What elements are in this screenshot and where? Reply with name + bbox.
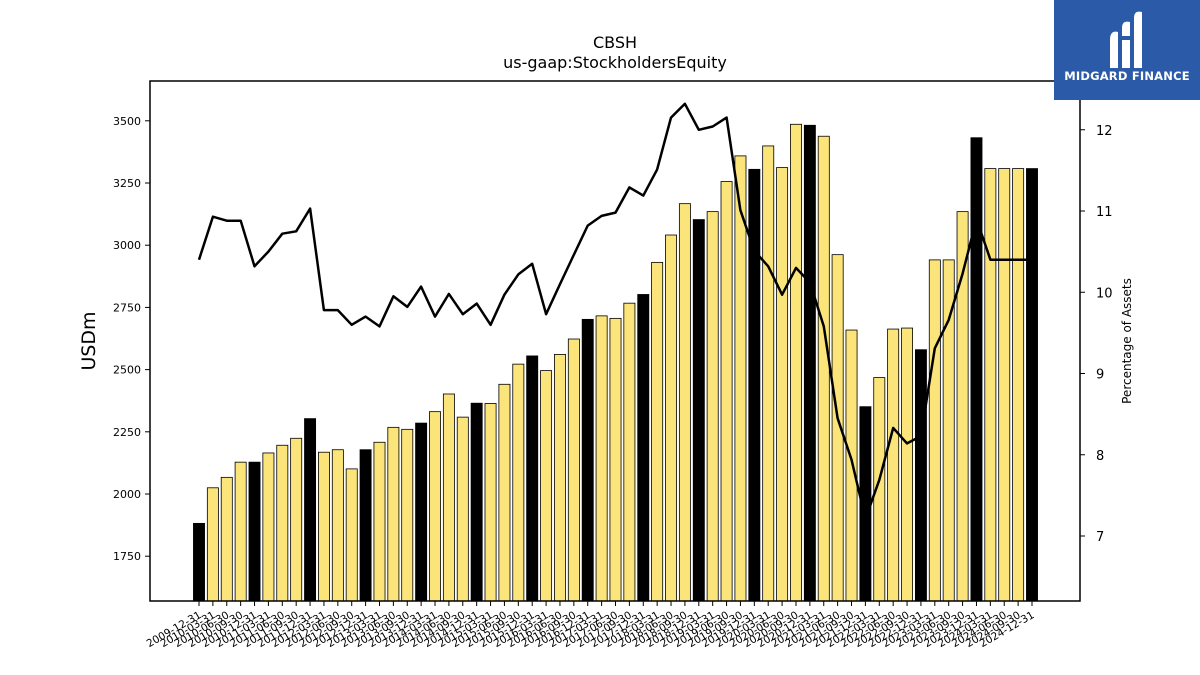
bar <box>234 461 247 602</box>
bar <box>609 317 622 602</box>
bar <box>276 444 289 602</box>
bar-series <box>193 123 1038 602</box>
bar <box>984 168 997 602</box>
y-tick-label: 3500 <box>113 115 141 128</box>
y-tick-label: 3250 <box>113 177 141 190</box>
chart-subtitle: us-gaap:StockholdersEquity <box>503 53 727 72</box>
bar <box>331 449 344 602</box>
bar <box>442 393 455 602</box>
bar <box>970 137 983 602</box>
bar <box>345 468 358 602</box>
bar <box>429 411 441 602</box>
y2-tick-label: 7 <box>1096 530 1104 545</box>
y-tick-label: 1750 <box>113 550 141 563</box>
bar <box>776 167 789 602</box>
bar <box>887 328 900 602</box>
bar <box>248 461 261 602</box>
bar <box>304 418 317 602</box>
bar <box>581 318 594 602</box>
y-tick-label: 2250 <box>113 426 141 439</box>
bar <box>373 441 386 602</box>
y-tick-label: 3000 <box>113 239 141 252</box>
bar <box>665 234 677 602</box>
bar <box>637 294 650 602</box>
bar <box>415 422 428 602</box>
bar <box>914 349 927 602</box>
y2-axis-label: Percentage of Assets <box>1120 278 1134 404</box>
bar <box>790 123 802 602</box>
bar <box>901 327 914 602</box>
bar <box>512 363 525 602</box>
bar <box>567 338 580 602</box>
bar <box>498 383 511 602</box>
bar <box>678 203 691 602</box>
y2-tick-label: 11 <box>1096 205 1113 220</box>
bar <box>720 181 733 602</box>
bar <box>540 370 553 602</box>
bar <box>595 315 608 602</box>
y-axis-label: USDm <box>78 311 100 370</box>
bar <box>359 449 372 602</box>
line-series <box>197 102 1032 521</box>
x-axis: 2009-12-312010-03-312010-06-302010-09-30… <box>145 601 1037 650</box>
y2-tick-label: 9 <box>1096 368 1104 383</box>
bar <box>1012 168 1025 602</box>
bar <box>193 522 205 602</box>
y-tick-label: 2500 <box>113 364 141 377</box>
bar <box>220 476 233 602</box>
y2-tick-label: 12 <box>1096 124 1113 139</box>
y-axis-right: 7 8 9 10 11 12 <box>1080 124 1113 545</box>
bar <box>762 145 775 602</box>
bar <box>290 437 303 602</box>
y2-tick-label: 8 <box>1096 449 1104 464</box>
bar <box>1026 168 1038 602</box>
bar <box>692 219 705 602</box>
bar <box>651 261 664 602</box>
bar <box>706 211 719 602</box>
bar <box>803 124 816 602</box>
bar <box>526 355 539 602</box>
bar <box>456 416 469 602</box>
bar <box>387 426 400 602</box>
bar <box>206 487 219 602</box>
y-axis-left: 1750 2000 2250 2500 2750 3000 3250 3500 <box>113 115 150 563</box>
y2-tick-label: 10 <box>1096 286 1113 301</box>
chart-title: CBSH <box>593 33 637 52</box>
logo-mark-icon <box>1110 11 1142 68</box>
bar <box>317 451 330 602</box>
bar <box>623 302 636 602</box>
bar <box>748 168 761 602</box>
bar <box>817 135 830 602</box>
logo-text: MIDGARD FINANCE <box>1064 69 1190 83</box>
bar <box>845 329 858 602</box>
bar <box>262 452 275 602</box>
bar <box>998 168 1011 602</box>
y-tick-label: 2000 <box>113 488 141 501</box>
bar <box>401 428 414 602</box>
bar <box>928 259 941 602</box>
y-tick-label: 2750 <box>113 301 141 314</box>
bar <box>554 354 566 602</box>
bar <box>484 403 497 602</box>
bar <box>470 402 483 602</box>
brand-logo: MIDGARD FINANCE <box>1054 0 1200 100</box>
line-series-path <box>197 102 1032 521</box>
